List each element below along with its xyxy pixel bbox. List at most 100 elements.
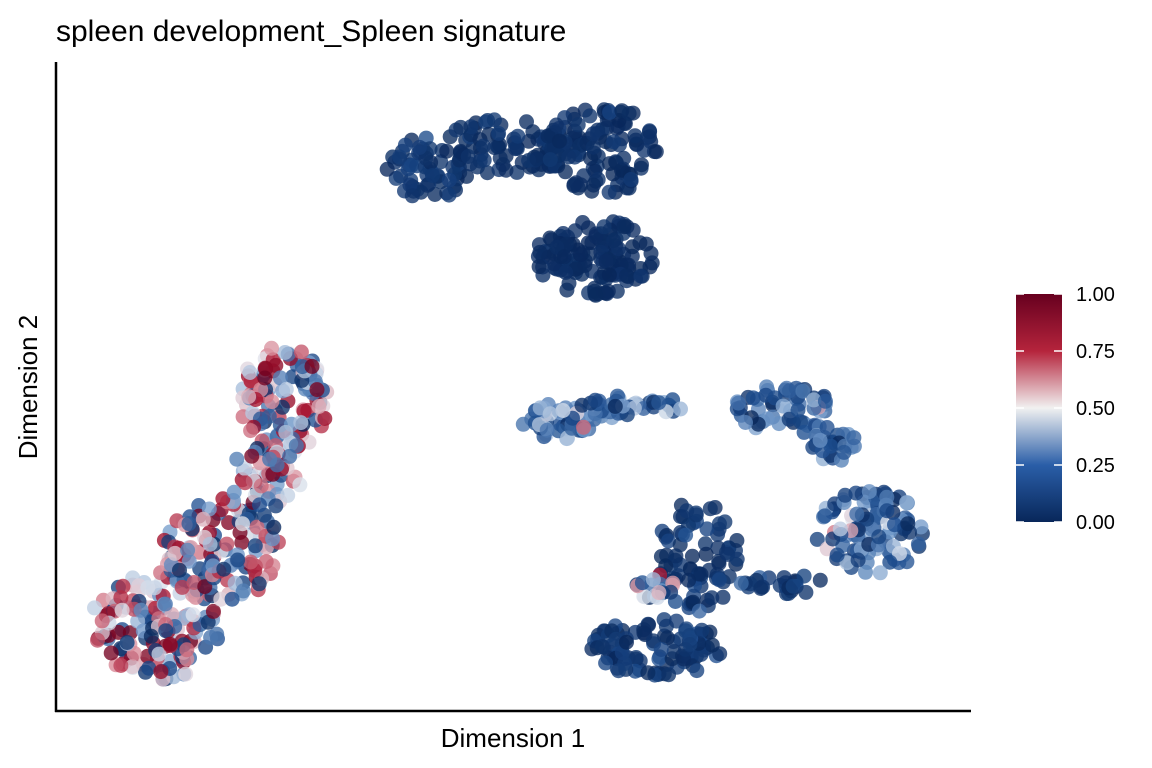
scatter-point [244,448,260,464]
scatter-point [157,596,173,612]
scatter-point [661,667,677,683]
scatter-point [573,247,588,263]
chart-title: spleen development_Spleen signature [56,15,566,48]
scatter-point [103,645,119,661]
scatter-point [648,144,664,160]
scatter-point [282,448,298,464]
scatter-point [619,268,635,284]
scatter-point [180,542,196,558]
scatter-point [641,617,657,633]
scatter-point [698,546,714,562]
scatter-point [850,552,866,568]
scatter-point [711,516,727,532]
scatter-point [202,536,218,552]
scatter-point [508,141,523,157]
scatter-point [243,423,259,439]
scatter-point [586,177,601,193]
scatter-point [790,402,806,418]
scatter-point [621,106,637,121]
scatter-point [602,104,618,120]
colorbar-legend: 0.00 0.25 0.50 0.75 1.00 [1016,284,1115,534]
scatter-point [252,497,267,513]
scatter-point [704,637,720,653]
scatter-point [114,602,130,618]
scatter-point [247,538,263,554]
scatter-point [557,164,573,180]
scatter-point [531,259,547,275]
scatter-point [119,635,135,650]
scatter-point [115,578,131,594]
scatter-point [224,591,240,607]
scatter-point [812,572,828,588]
scatter-point [715,589,731,605]
scatter-point [625,239,640,255]
scatter-point [559,282,575,298]
scatter-point [539,422,555,438]
scatter-point [143,628,159,644]
scatter-point [230,552,246,568]
scatter-point [264,340,279,356]
scatter-point [588,287,604,303]
scatter-point [651,585,667,601]
scatter-point [702,501,718,517]
scatter-point [296,403,312,419]
scatter-point [113,658,129,673]
scatter-point [619,634,634,650]
scatter-point [753,581,769,596]
scatter-point [738,415,753,430]
scatter-point [645,572,661,588]
scatter-point [542,406,558,422]
scatter-point [651,395,667,411]
scatter-point [113,590,129,606]
scatter-point [268,498,284,514]
scatter-point [94,613,110,629]
scatter-point [679,503,695,519]
scatter-point [616,150,632,166]
scatter-point [782,383,797,399]
scatter-point [627,128,643,144]
scatter-point [124,659,140,675]
scatter-point [309,382,325,398]
scatter-point [660,533,676,549]
scatter-point [249,519,265,535]
scatter-point [872,565,888,581]
scatter-point [278,424,294,440]
scatter-point [292,477,308,493]
scatter-point [229,451,245,467]
scatter-point [832,521,848,537]
scatter-point [871,529,887,545]
scatter-point [379,161,395,177]
scatter-point [288,438,304,454]
scatter-point [601,267,617,283]
scatter-point [594,639,610,655]
scatter-point [185,587,201,603]
scatter-point [682,637,698,652]
scatter-point [253,478,269,494]
scatter-point [633,268,649,284]
scatter-point [809,531,825,547]
scatter-point [849,506,865,522]
scatter-point [280,487,296,503]
scatter-point [570,117,586,133]
scatter-point [498,162,514,178]
scatter-point [265,531,281,547]
scatter-point [611,663,626,679]
scatter-point [796,424,812,440]
scatter-point [607,398,623,414]
scatter-point [837,487,853,503]
scatter-point [691,603,707,619]
scatter-point [551,133,567,149]
scatter-point [585,139,601,155]
scatter-point [242,365,258,380]
scatter-point [561,149,577,165]
scatter-point [583,150,599,166]
scatter-point [532,244,548,260]
scatter-point [141,660,157,676]
scatter-point [795,383,811,399]
scatter-point [519,114,534,130]
scatter-point [453,119,469,135]
scatter-point [616,219,632,235]
scatter-point [491,126,507,141]
scatter-point [492,150,508,166]
